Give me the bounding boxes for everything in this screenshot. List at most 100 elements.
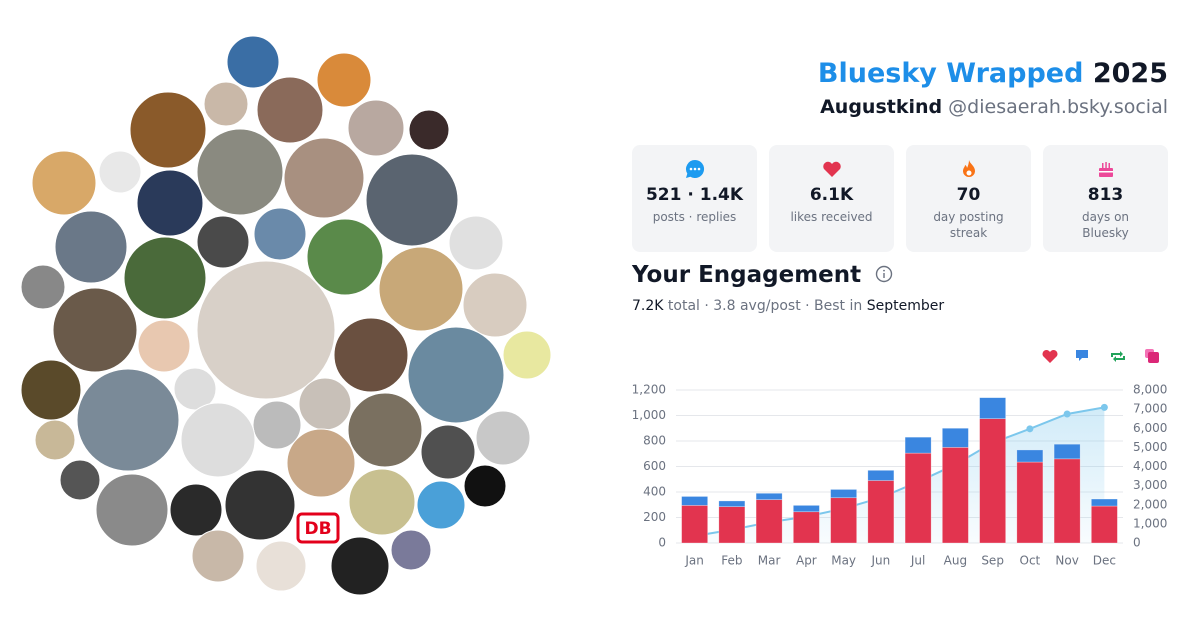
bar [904,436,932,454]
y-tick-label: 1,000 [632,408,666,422]
display-name: Augustkind [820,96,943,118]
bar [718,506,746,544]
x-tick-label: Feb [721,554,742,568]
section-title: Your Engagement [632,262,893,288]
db-logo [296,512,340,544]
y-tick-label: 600 [643,459,666,473]
y2-tick-label: 4,000 [1133,459,1167,473]
y-tick-label: 200 [643,510,666,524]
y2-tick-label: 2,000 [1133,497,1167,511]
x-tick-label: Nov [1055,554,1078,568]
y-tick-label: 800 [643,434,666,448]
avatar [502,330,552,380]
bar [904,452,932,544]
bar [867,470,895,481]
engagement-summary: 7.2K total · 3.8 avg/post · Best in Sept… [632,298,944,314]
avatar [407,326,505,424]
avatar [416,480,466,530]
legend-likes[interactable] [1042,349,1058,363]
avatar [137,319,191,373]
y2-tick-label: 6,000 [1133,421,1167,435]
avatar [20,264,66,310]
y-tick-label: 400 [643,485,666,499]
bar [830,497,857,544]
avatar [462,272,528,338]
y2-tick-label: 3,000 [1133,478,1167,492]
avatar [123,236,207,320]
avatar [330,536,390,596]
bar [1016,461,1044,544]
y-tick-label: 0 [658,536,666,550]
avatar [252,400,302,450]
avatar [180,402,256,478]
bar [979,397,1006,419]
icon-heart [822,161,841,177]
avatar [76,368,180,472]
avatar [255,540,307,592]
bar [942,427,969,448]
info-icon[interactable] [875,265,893,283]
avatar [283,137,365,219]
legend-quotes-front[interactable] [1148,352,1159,363]
bar [681,505,708,544]
avatar [420,424,476,480]
db-logo-text: DB [304,519,331,539]
avatar [286,428,356,498]
legend-reposts[interactable] [1111,351,1125,362]
avatar [348,468,416,536]
avatar [253,207,307,261]
section-title-text: Your Engagement [632,262,862,288]
summary-total: 7.2K [632,298,664,314]
stat-value: 6.1K [809,185,854,205]
x-tick-label: Jul [910,554,925,568]
legend-icons [1042,349,1159,363]
x-tick-label: Mar [758,554,781,568]
title-brand: Bluesky Wrapped [817,58,1084,89]
legend-replies[interactable] [1076,350,1088,361]
bar [979,418,1006,544]
title-year: 2025 [1092,58,1168,89]
stat-label: day posting streak [933,210,1004,240]
stat-card: 813 days on Bluesky [1043,145,1168,252]
x-tick-label: Jun [871,554,891,568]
y2-tick-label: 5,000 [1133,440,1167,454]
avatar [347,392,423,468]
line-point [1063,410,1071,418]
avatar [196,215,250,269]
icon-cake [1098,162,1113,177]
stat-label: days on Bluesky [1081,210,1130,240]
bar [1053,443,1081,460]
avatar [191,529,245,583]
title: Bluesky Wrapped 2025 [818,58,1168,89]
user: Augustkind @diesaerah.bsky.social [820,96,1168,118]
avatar [31,150,97,216]
stat-card: 521 · 1.4K posts · replies [632,145,757,252]
avatar [365,153,459,247]
avatar [390,529,432,571]
summary-best: September [866,298,945,314]
stat-label: likes received [790,210,873,224]
icon-flame [962,160,975,177]
stat-card: 6.1K likes received [769,145,894,252]
stat-label: posts · replies [652,210,737,224]
handle: @diesaerah.bsky.social [948,96,1168,118]
stat-value: 70 [956,185,981,205]
avatar [463,464,507,508]
bar [867,480,895,544]
bar [793,505,820,513]
bar [755,492,783,500]
avatar [408,109,450,151]
avatar [54,210,128,284]
avatar [95,473,169,547]
stat-cards: 521 · 1.4K posts · replies 6.1K likes re… [632,145,1168,252]
avatar [136,169,204,237]
icon-chat [685,159,704,178]
bar [1053,458,1081,544]
bar [830,489,857,499]
bar [681,496,708,506]
stat-card: 70 day posting streak [906,145,1031,252]
stat-value: 521 · 1.4K [645,185,744,205]
avatar [347,99,405,157]
bar [718,500,746,507]
